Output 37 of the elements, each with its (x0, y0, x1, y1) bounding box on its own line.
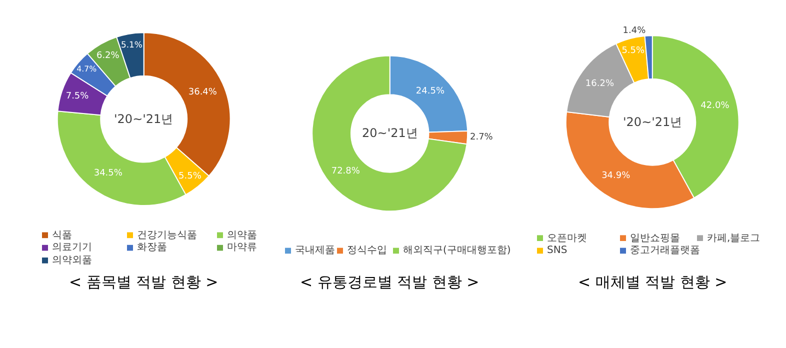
legend-label: SNS (547, 245, 568, 256)
legend-label: 오픈마켓 (547, 233, 587, 244)
legend-label: 건강기능식품 (137, 230, 197, 241)
text: < 품목별 적발 현황 > (69, 273, 218, 291)
legend-label: 카페,블로그 (707, 233, 760, 244)
data-label: 5.5% (178, 171, 202, 182)
legend-label: 의약외품 (52, 255, 92, 266)
legend-label: 정식수입 (347, 245, 387, 256)
legend-label: 마약류 (227, 242, 257, 253)
data-label: 5.5% (622, 46, 646, 56)
data-label: 16.2% (585, 79, 614, 89)
data-label: 36.4% (188, 87, 218, 98)
data-label: 72.8% (331, 166, 360, 177)
text: 20~'21년 (362, 126, 418, 140)
legend-label: 중고거래플랫폼 (630, 245, 700, 256)
legend-label: 해외직구(구매대행포함) (403, 245, 511, 256)
data-label: 34.5% (94, 168, 123, 178)
legend-label: 국내제품 (295, 245, 335, 256)
legend-label: 화장품 (137, 242, 167, 253)
text: < 유통경로별 적발 현황 > (300, 273, 480, 291)
data-label: 42.0% (700, 100, 730, 111)
donut-slice (312, 55, 468, 212)
data-label: 34.9% (602, 170, 631, 181)
text: '20~'21년 (114, 112, 174, 126)
data-label: 2.7% (470, 132, 494, 143)
legend-label: 식품 (52, 230, 72, 241)
data-label: 5.1% (121, 39, 142, 50)
data-label: 6.2% (96, 51, 120, 62)
legend-label: 의료기기 (52, 242, 92, 253)
data-label: 24.5% (416, 86, 445, 97)
legend-label: 일반쇼핑몰 (630, 233, 680, 244)
data-label: 1.4% (622, 26, 646, 36)
data-label: 4.7% (76, 64, 98, 74)
legend-label: 의약품 (227, 230, 257, 241)
text: '20~'21년 (623, 115, 682, 129)
data-label: 7.5% (66, 91, 90, 102)
text: < 매체별 적발 현황 > (578, 273, 728, 291)
